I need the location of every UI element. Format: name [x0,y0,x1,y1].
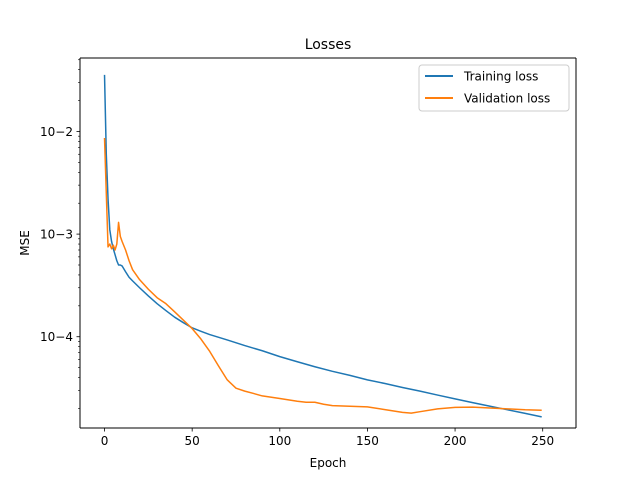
axes-frame [79,57,577,429]
x-tick-label: 200 [444,434,467,448]
legend-label-validation-loss: Validation loss [464,92,550,106]
y-tick-label: 10−4 [40,330,73,344]
legend-label-training-loss: Training loss [463,70,538,84]
legend: Training loss Validation loss [418,64,570,112]
x-axis-label: Epoch [310,456,347,470]
x-tick-label: 50 [185,434,200,448]
x-tick-label: 250 [531,434,554,448]
x-tick-label: 0 [101,434,109,448]
y-axis-label: MSE [18,230,32,256]
legend-box [418,64,570,112]
ticks-layer: 0 50 100 150 200 250 10−4 10−3 10−2 [40,59,554,448]
y-tick-label: 10−2 [40,125,73,139]
series-line-validation-loss [103,137,542,414]
y-tick-label: 10−3 [40,228,73,242]
x-tick-label: 150 [356,434,379,448]
series-line-training-loss [103,74,542,418]
chart-title: Losses [305,37,352,53]
x-tick-label: 100 [268,434,291,448]
plot-area [80,58,576,428]
series-layer [103,74,542,418]
